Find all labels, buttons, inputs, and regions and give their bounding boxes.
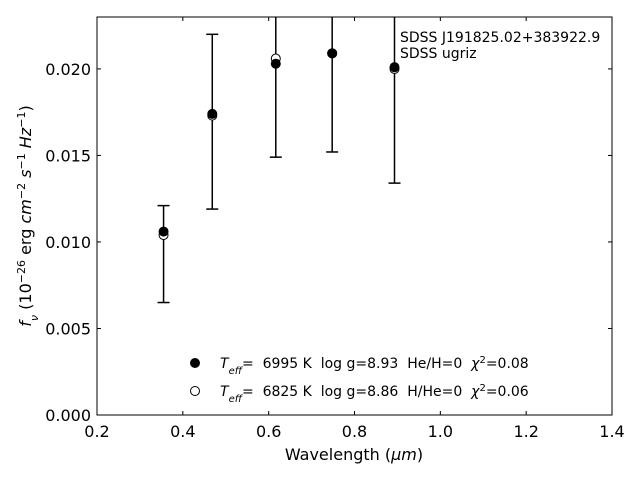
legend-marker-filled bbox=[190, 358, 200, 368]
annotation-object-name: SDSS J191825.02+383922.9 bbox=[400, 30, 600, 46]
y-tick-label: 0.005 bbox=[45, 319, 91, 338]
x-tick-label: 0.2 bbox=[84, 422, 109, 441]
y-axis-ticks: 0.000 0.005 0.010 0.015 0.020 bbox=[45, 60, 612, 425]
filled-point bbox=[207, 108, 218, 119]
legend-entry-2: Teff= 6825 K log g=8.86 H/He=0 χ2=0.06 bbox=[220, 383, 529, 405]
x-tick-label: 1.2 bbox=[513, 422, 538, 441]
data-markers bbox=[158, 48, 400, 241]
annotation-survey: SDSS ugriz bbox=[400, 46, 477, 62]
legend-marker-open bbox=[190, 386, 200, 396]
x-axis-ticks: 0.2 0.4 0.6 0.8 1.0 1.2 1.4 bbox=[84, 17, 625, 441]
y-tick-label: 0.010 bbox=[45, 233, 91, 252]
x-tick-label: 1.4 bbox=[599, 422, 624, 441]
y-tick-label: 0.020 bbox=[45, 60, 91, 79]
y-axis-label: fν (10−26 erg cm−2 s−1 Hz−1) bbox=[15, 105, 41, 326]
legend-entry-1: Teff= 6995 K log g=8.93 He/H=0 χ2=0.08 bbox=[220, 355, 529, 377]
legend: Teff= 6995 K log g=8.93 He/H=0 χ2=0.08 T… bbox=[190, 355, 529, 405]
x-tick-label: 0.4 bbox=[170, 422, 195, 441]
x-tick-label: 0.6 bbox=[256, 422, 281, 441]
x-tick-label: 0.8 bbox=[342, 422, 367, 441]
filled-point bbox=[158, 226, 169, 237]
filled-point bbox=[270, 58, 281, 69]
y-tick-label: 0.015 bbox=[45, 146, 91, 165]
filled-point bbox=[389, 62, 400, 73]
filled-point bbox=[327, 48, 338, 59]
x-axis-label: Wavelength (μm) bbox=[285, 445, 423, 464]
y-tick-label: 0.000 bbox=[45, 406, 91, 425]
x-tick-label: 1.0 bbox=[428, 422, 453, 441]
error-bars bbox=[157, 17, 401, 304]
